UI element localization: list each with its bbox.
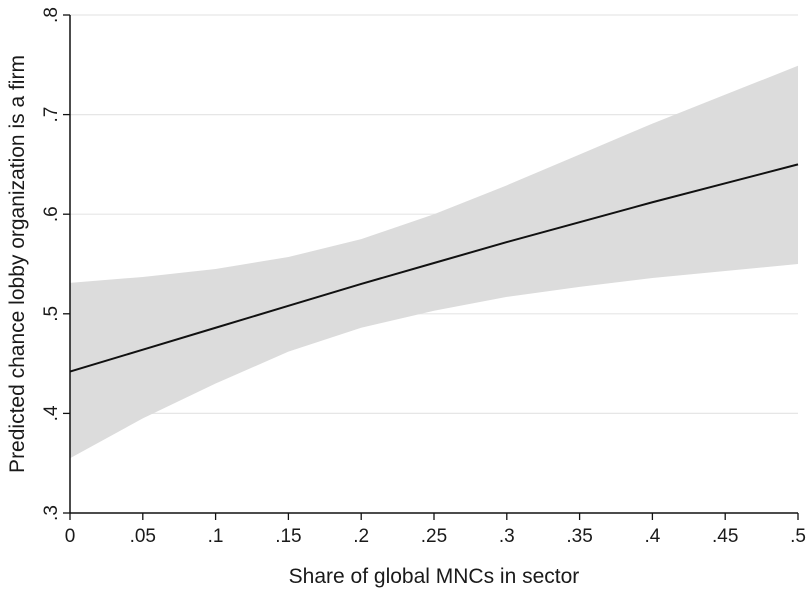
x-tick-label: .35 xyxy=(566,526,592,547)
y-axis-title: Predicted chance lobby organization is a… xyxy=(6,55,29,473)
x-tick-label: .15 xyxy=(275,526,301,547)
x-tick-label: .05 xyxy=(130,526,156,547)
x-tick-label: .4 xyxy=(644,526,660,547)
x-tick-label: .25 xyxy=(421,526,447,547)
x-tick-label: .3 xyxy=(499,526,515,547)
x-axis-ticks: 0 .05 .1 .15 .2 .25 .3 .35 .4 .45 .5 xyxy=(65,513,806,547)
y-tick-label: .7 xyxy=(41,107,62,123)
y-tick-label: .3 xyxy=(41,505,62,521)
x-tick-label: .5 xyxy=(790,526,806,547)
x-tick-label: 0 xyxy=(65,526,76,547)
series-line xyxy=(69,163,799,373)
y-tick-label: .6 xyxy=(41,206,62,222)
y-tick-label: .8 xyxy=(41,7,62,23)
y-tick-label: .4 xyxy=(41,405,62,421)
x-tick-label: .2 xyxy=(353,526,369,547)
x-axis-title: Share of global MNCs in sector xyxy=(289,565,580,588)
x-tick-label: .1 xyxy=(208,526,224,547)
y-tick-label: .5 xyxy=(41,306,62,322)
x-tick-label: .45 xyxy=(712,526,738,547)
y-axis-ticks: .3 .4 .5 .6 .7 .8 xyxy=(41,7,70,521)
